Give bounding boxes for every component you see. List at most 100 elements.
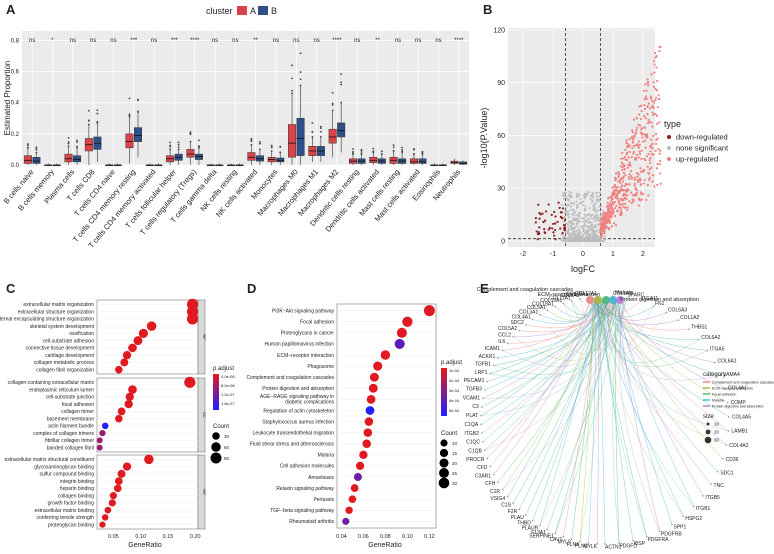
panel-e-gene-label: C3AR1: [475, 473, 491, 479]
panel-e-gene-label: IL6: [498, 339, 505, 345]
panel-c-term-label: extracellular matrix binding: [35, 508, 95, 514]
panel-b-point-up: [646, 121, 650, 125]
panel-e-chord: [490, 298, 607, 380]
panel-b-point-ns: [566, 230, 569, 233]
panel-e-hub-node: [616, 296, 624, 304]
panel-b-point-up: [646, 165, 649, 168]
panel-b-point-up: [624, 202, 627, 206]
panel-b-xtick-label: 1: [611, 251, 615, 258]
panel-d-dot: [345, 506, 353, 514]
panel-b-point-up: [613, 214, 617, 218]
panel-b-point-ns: [562, 220, 565, 223]
panel-d-term-label: ECM−receptor interaction: [277, 353, 334, 359]
panel-e-hub-node: [586, 296, 594, 304]
panel-e-gene-dot: [587, 542, 590, 544]
panel-e-chord: [571, 299, 595, 540]
panel-e-gene-dot: [726, 401, 729, 404]
panel-b-point-up: [637, 156, 640, 159]
panel-e-chord: [604, 297, 690, 331]
panel-a-outlier: [352, 148, 354, 150]
panel-b-point-up: [628, 200, 631, 203]
panel-e-legend-size-title: size: [703, 414, 714, 420]
panel-b-point-up: [603, 230, 606, 233]
panel-b-point-up: [625, 145, 629, 148]
panel-c-term-label: external encapsulating structure organiz…: [0, 317, 94, 323]
panel-c-term-label: cell-substrate junction: [46, 395, 95, 401]
panel-b-ytick-label: 60: [497, 133, 505, 140]
panel-e-gene-label: COL1A2: [680, 315, 699, 321]
panel-b-point-down: [536, 233, 540, 236]
panel-b-point-ns: [575, 204, 578, 207]
panel-c-term-label: skeletal system development: [30, 324, 95, 330]
panel-e-chord: [490, 297, 592, 467]
panel-b-point-ns: [583, 193, 586, 196]
panel-a-outlier: [340, 81, 343, 84]
panel-b-point-up: [641, 170, 645, 173]
panel-e-legend-label: Complement and coagulation cascades: [712, 381, 774, 385]
panel-b-point-down: [543, 231, 546, 234]
panel-e-gene-label: COL4A1: [728, 386, 747, 392]
panel-b-point-ns: [582, 228, 585, 231]
panel-d-legend-count-title: Count: [441, 431, 457, 437]
panel-a-ylabel: Estimated Proportion: [3, 61, 12, 136]
panel-b-point-up: [619, 209, 623, 212]
panel-b-point-ns: [600, 205, 603, 208]
panel-b-point-up: [650, 166, 653, 169]
panel-b-point-down: [551, 227, 554, 230]
panel-e-chord: [588, 300, 597, 543]
panel-b-point-up: [655, 66, 658, 69]
panel-b-point-ns: [591, 191, 594, 194]
panel-b-xlabel: logFC: [571, 264, 596, 274]
panel-e-gene-dot: [570, 538, 573, 541]
panel-a-outlier: [299, 78, 302, 81]
panel-a-box: [296, 118, 305, 156]
panel-b-point-ns: [593, 229, 596, 232]
panel-a-outlier: [319, 130, 322, 133]
panel-b-point-up: [625, 141, 628, 144]
panel-c-facet-label: CC: [202, 412, 207, 418]
panel-c-facet-strip: [197, 454, 206, 530]
panel-b-point-up: [628, 173, 631, 176]
panel-b-point-ns: [592, 226, 595, 229]
panel-b-point-up: [620, 199, 623, 202]
panel-a-outlier: [311, 136, 314, 138]
panel-a-outlier: [259, 140, 261, 143]
panel-b-point-up: [624, 194, 628, 197]
panel-e-legend: Complement and coagulation cascades ECM−r…: [703, 381, 774, 444]
panel-e-gene-label: PDGFD: [619, 544, 637, 550]
panel-b-point-down: [538, 217, 541, 220]
panel-d-xtick-label: 0.08: [380, 534, 391, 540]
panel-b-point-up: [610, 199, 613, 202]
panel-c-xtick-label: 0.10: [135, 534, 146, 540]
panel-e-chord: [600, 296, 634, 541]
panel-e-gene-label: COL5A1: [527, 305, 546, 311]
panel-b-point-up: [599, 224, 603, 227]
panel-b-point-ns: [587, 221, 590, 224]
panel-a-outlier: [413, 148, 415, 151]
panel-b-point-up: [626, 142, 630, 146]
panel-e-chord: [615, 296, 620, 544]
panel-b-point-ns: [565, 196, 568, 199]
panel-b-point-ns: [601, 209, 604, 212]
panel-b-point-up: [631, 140, 634, 143]
panel-b-point-ns: [571, 216, 574, 219]
panel-b-point-ns: [575, 217, 578, 220]
panel-d-legend: 1e-04 2e-04 3e-04 4e-04 5e-04 10 15 20 25 30: [438, 368, 460, 489]
panel-e-chord: [502, 299, 614, 490]
panel-e-gene-dot: [480, 432, 483, 434]
panel-b-point-up: [654, 88, 657, 91]
panel-b-point-up: [653, 71, 656, 74]
panel-b-point-ns: [583, 213, 586, 216]
panel-a-sig-label: ns: [354, 38, 360, 44]
panel-c-facet-strip: [197, 377, 206, 453]
panel-b-point-up: [651, 106, 654, 109]
panel-b-point-ns: [583, 217, 586, 220]
panel-b-point-up: [632, 118, 635, 121]
panel-e-chord: [597, 303, 718, 472]
panel-b-point-up: [647, 152, 650, 156]
panel-b-point-ns: [571, 195, 574, 198]
panel-d-term-label: TGF−beta signaling pathway: [270, 508, 334, 514]
panel-b-point-up: [623, 167, 626, 170]
panel-e-gene-dot: [604, 543, 606, 545]
panel-a-outlier: [67, 145, 70, 148]
